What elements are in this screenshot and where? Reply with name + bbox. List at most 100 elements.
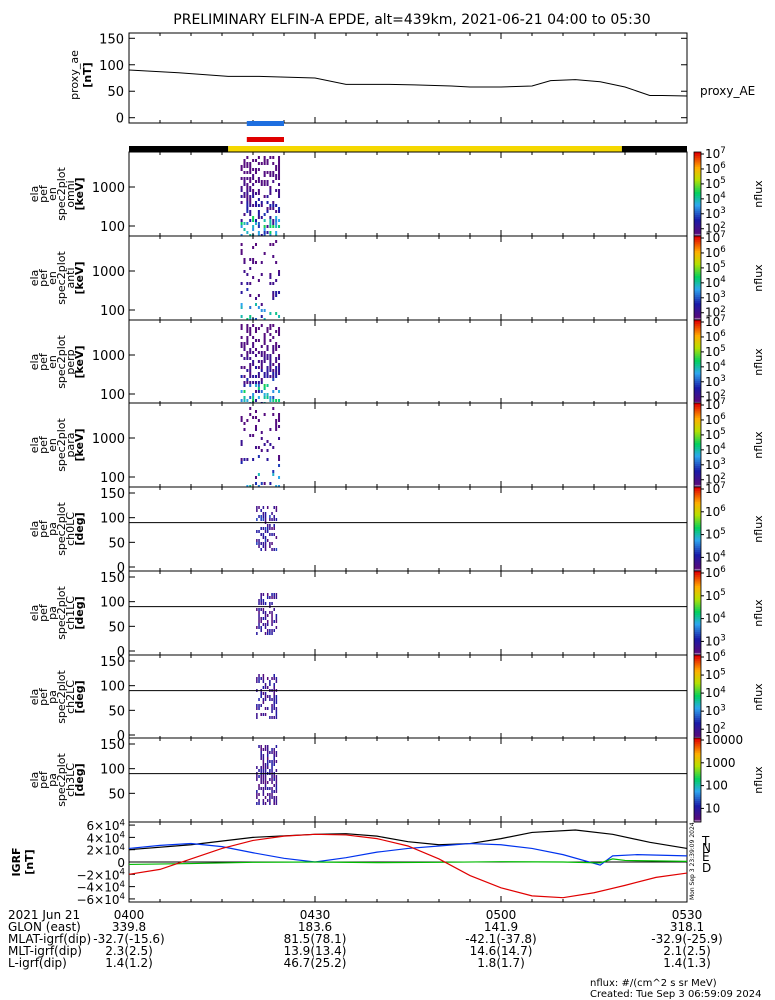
spectrogram-pixel — [264, 536, 267, 539]
spectrogram-pixel — [256, 704, 258, 707]
colorbar-tick-label: 1000 — [705, 756, 736, 770]
spectrogram-pixel — [254, 204, 258, 207]
spectrogram-pixel — [263, 387, 266, 390]
spectrogram-pixel — [246, 324, 249, 327]
spectrogram-pixel — [260, 482, 263, 485]
colorbar-cell — [694, 455, 701, 459]
ephemeris-value: 1.4(1.3) — [663, 956, 711, 970]
spectrogram-pixel — [246, 177, 249, 180]
spectrogram-pixel — [271, 710, 273, 713]
spectrogram-pixel — [273, 548, 275, 551]
colorbar-cell — [694, 290, 701, 294]
spectrogram-pixel — [257, 351, 260, 354]
spectrogram-pixel — [271, 704, 273, 707]
spectrogram-ylabel: ch2LC — [64, 680, 77, 714]
spectrogram-pixel — [272, 363, 275, 366]
spectrogram-pixel — [262, 686, 265, 689]
spectrogram-ylabel: perp — [64, 349, 77, 374]
colorbar-cell — [694, 707, 701, 711]
colorbar-cell — [694, 445, 701, 448]
spectrogram-pixel — [257, 225, 260, 228]
spectrogram-pixel — [262, 602, 265, 605]
spectrogram-pixel — [252, 336, 255, 339]
spectrogram-pixel — [260, 608, 262, 611]
colorbar-cell — [694, 819, 701, 823]
spectrogram-pixel — [243, 192, 246, 195]
spectrogram-pixel — [263, 482, 266, 485]
spectrogram-pixel — [243, 342, 246, 345]
spectrogram-pixel — [240, 243, 243, 246]
spectrogram-pixel — [240, 186, 243, 189]
colorbar-cell — [694, 587, 701, 591]
colorbar-cell — [694, 617, 701, 620]
spectrogram-ylabel: ch3LC — [64, 763, 77, 797]
colorbar-tick-label: 102 — [705, 221, 726, 236]
spectrogram-pixel — [246, 162, 249, 165]
colorbar-cell — [694, 275, 701, 279]
spectrogram-pixel — [264, 602, 267, 605]
spectrogram-pixel — [275, 710, 278, 713]
spectrogram-pixel — [264, 512, 267, 515]
colorbar-cell — [694, 537, 701, 540]
spectrogram-pixel — [249, 351, 252, 354]
spectrogram-pixel — [249, 357, 252, 360]
spectrogram-pixel — [272, 348, 275, 351]
colorbar-cell — [694, 345, 701, 348]
colorbar-tick-label: 106 — [705, 161, 726, 176]
spectrogram-pixel — [269, 216, 272, 219]
colorbar-tick-label: 104 — [705, 359, 726, 374]
spectrogram-pixel — [263, 375, 266, 378]
colorbar-cell — [694, 173, 701, 176]
spectrogram-pixel — [269, 680, 271, 683]
colorbar-cell — [694, 657, 701, 660]
colorbar-cell — [694, 343, 701, 346]
colorbar-cell — [694, 575, 701, 578]
colorbar-cell — [694, 761, 701, 764]
spectrogram-pixel — [249, 396, 252, 399]
spectrogram-pixel — [252, 225, 255, 228]
colorbar-cell — [694, 581, 701, 585]
spectrogram-pixel — [263, 443, 266, 446]
spectrogram-ylabel: [keV] — [73, 261, 86, 294]
spectrogram-pixel — [260, 363, 263, 366]
colorbar-cell — [694, 177, 701, 180]
spectrogram-pixel — [240, 390, 243, 393]
spectrogram-pixel — [266, 632, 269, 635]
colorbar-cell — [694, 520, 701, 524]
colorbar-cell — [694, 286, 701, 289]
spectrogram-pixel — [269, 799, 271, 802]
proxy-ae-series-label: proxy_AE — [700, 84, 755, 98]
ephemeris-value: 0500 — [486, 908, 517, 922]
spectrogram-pixel — [260, 180, 263, 183]
spectrogram-pixel — [266, 183, 269, 186]
spectrogram-pixel — [249, 407, 252, 410]
spectrogram-pixel — [260, 324, 263, 327]
spectrogram-pixel — [273, 751, 275, 754]
spectrogram-pixel — [275, 626, 278, 629]
spectrogram-pixel — [260, 617, 262, 620]
spectrogram-pixel — [275, 204, 278, 207]
spectrogram-pixel — [254, 339, 258, 342]
spectrogram-pixel — [266, 593, 269, 596]
colorbar-cell — [694, 385, 701, 388]
colorbar-cell — [694, 332, 701, 336]
spectrogram-ylabel: spec2plot — [55, 335, 68, 389]
spectrogram-pixel — [269, 751, 271, 754]
spectrogram-pixel — [264, 698, 267, 701]
spectrogram-pixel — [252, 416, 255, 419]
colorbar-cell — [694, 600, 701, 603]
spectrogram-pixel — [260, 437, 263, 440]
spectrogram-pixel — [271, 760, 273, 763]
colorbar-cell — [694, 558, 701, 561]
colorbar-tick-label: 106 — [705, 412, 726, 427]
spectrogram-pixel — [275, 375, 278, 378]
colorbar-cell — [694, 347, 701, 350]
spectrogram-pixel — [269, 369, 272, 372]
spectrogram-pixel — [240, 366, 243, 369]
spectrogram-pixel — [264, 778, 267, 781]
colorbar-cell — [694, 697, 701, 700]
spectrogram-pixel — [262, 701, 265, 704]
colorbar-cell — [694, 715, 701, 719]
colorbar-cell — [694, 459, 701, 463]
